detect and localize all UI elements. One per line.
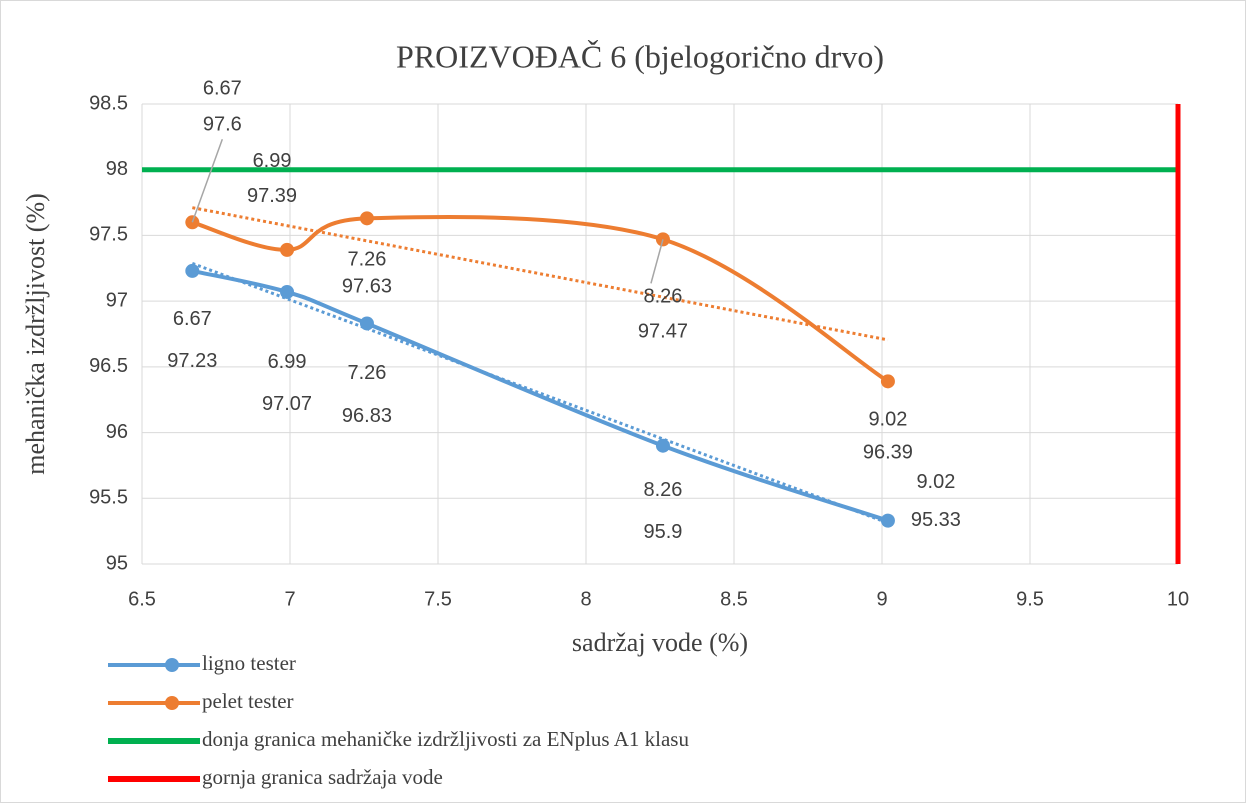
data-label: 8.26 [643,286,682,308]
y-tick-label: 98 [106,158,128,180]
data-label: 97.63 [342,276,392,298]
data-label: 97.23 [167,350,217,372]
legend-marker [165,696,179,710]
data-label: 95.9 [643,521,682,543]
point [655,438,670,453]
legend-label: ligno tester [202,651,296,675]
data-label: 6.99 [268,351,307,373]
point [359,211,374,226]
point [359,316,374,331]
y-tick-label: 96.5 [89,355,128,377]
legend-label: gornja granica sadržaja vode [202,765,443,789]
data-label: 96.39 [863,442,913,464]
data-label: 97.47 [638,321,688,343]
y-tick-label: 97.5 [89,224,128,246]
data-label: 7.26 [347,362,386,384]
data-label: 6.99 [253,150,292,172]
y-tick-label: 96 [106,421,128,443]
data-label: 9.02 [916,471,955,493]
x-tick-label: 6.5 [128,588,156,610]
data-label: 8.26 [643,479,682,501]
data-label: 7.26 [347,249,386,271]
data-label: 97.07 [262,393,312,415]
y-tick-label: 97 [106,289,128,311]
data-label: 6.67 [173,308,212,330]
data-label: 96.83 [342,405,392,427]
y-axis-label: mehanička izdržljivost (%) [21,193,50,475]
x-tick-label: 7 [284,588,295,610]
y-tick-label: 95 [106,552,128,574]
leader-line [191,139,224,223]
series-line [191,214,889,384]
legend-marker [165,658,179,672]
data-label: 9.02 [868,409,907,431]
legend-label: donja granica mehaničke izdržljivosti za… [202,727,689,751]
x-tick-label: 10 [1167,588,1189,610]
point [880,513,895,528]
data-label: 6.67 [203,78,242,100]
point [880,374,895,389]
chart-title: PROIZVOĐAČ 6 (bjelogorično drvo) [396,38,884,74]
trendline [192,206,889,342]
x-tick-label: 9.5 [1016,588,1044,610]
point [280,242,295,257]
point [185,263,200,278]
x-tick-label: 9 [876,588,887,610]
x-axis-label: sadržaj vode (%) [572,628,748,657]
data-label: 95.33 [911,509,961,531]
leader-line [650,239,664,284]
legend-label: pelet tester [202,689,294,713]
x-tick-label: 8.5 [720,588,748,610]
trendline [191,261,889,525]
data-label: 97.6 [203,114,242,136]
y-tick-label: 98.5 [89,92,128,114]
data-label: 97.39 [247,185,297,207]
y-tick-label: 95.5 [89,487,128,509]
x-tick-label: 7.5 [424,588,452,610]
point [280,284,295,299]
x-tick-label: 8 [580,588,591,610]
